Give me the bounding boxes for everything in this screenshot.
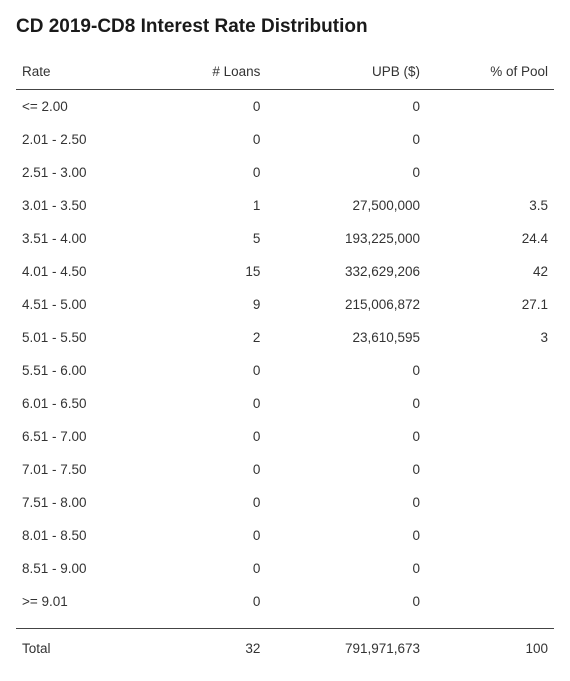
cell-pct: [426, 156, 554, 189]
cell-pct: 3.5: [426, 189, 554, 222]
cell-rate: 5.01 - 5.50: [16, 321, 156, 354]
table-row: 6.01 - 6.5000: [16, 387, 554, 420]
table-row: 7.01 - 7.5000: [16, 453, 554, 486]
cell-loans: 0: [156, 387, 266, 420]
table-row: 8.01 - 8.5000: [16, 519, 554, 552]
distribution-table: Rate # Loans UPB ($) % of Pool <= 2.0000…: [16, 56, 554, 665]
table-row: 6.51 - 7.0000: [16, 420, 554, 453]
cell-pct: [426, 123, 554, 156]
spacer-row: [16, 618, 554, 629]
cell-loans: 15: [156, 255, 266, 288]
cell-upb: 0: [266, 354, 426, 387]
cell-pct: [426, 453, 554, 486]
cell-rate: <= 2.00: [16, 90, 156, 124]
cell-pct: [426, 552, 554, 585]
cell-pct: [426, 585, 554, 618]
table-row: 7.51 - 8.0000: [16, 486, 554, 519]
table-row: <= 2.0000: [16, 90, 554, 124]
col-header-loans: # Loans: [156, 56, 266, 90]
cell-pct: [426, 387, 554, 420]
cell-upb: 23,610,595: [266, 321, 426, 354]
cell-rate: 3.01 - 3.50: [16, 189, 156, 222]
cell-pct: 27.1: [426, 288, 554, 321]
cell-loans: 5: [156, 222, 266, 255]
cell-pct: [426, 354, 554, 387]
cell-pct: 3: [426, 321, 554, 354]
cell-rate: 4.51 - 5.00: [16, 288, 156, 321]
cell-pct: [426, 420, 554, 453]
cell-rate: 8.01 - 8.50: [16, 519, 156, 552]
cell-upb: 0: [266, 387, 426, 420]
cell-rate: 2.51 - 3.00: [16, 156, 156, 189]
table-row: 4.01 - 4.5015332,629,20642: [16, 255, 554, 288]
cell-loans: 0: [156, 453, 266, 486]
cell-rate: 5.51 - 6.00: [16, 354, 156, 387]
cell-loans: 2: [156, 321, 266, 354]
cell-rate: 6.51 - 7.00: [16, 420, 156, 453]
total-upb: 791,971,673: [266, 629, 426, 666]
cell-loans: 0: [156, 486, 266, 519]
table-row: 2.51 - 3.0000: [16, 156, 554, 189]
cell-pct: [426, 519, 554, 552]
cell-loans: 0: [156, 585, 266, 618]
cell-upb: 193,225,000: [266, 222, 426, 255]
total-pct: 100: [426, 629, 554, 666]
cell-rate: 6.01 - 6.50: [16, 387, 156, 420]
table-row: 2.01 - 2.5000: [16, 123, 554, 156]
cell-upb: 0: [266, 156, 426, 189]
cell-rate: >= 9.01: [16, 585, 156, 618]
cell-upb: 0: [266, 552, 426, 585]
cell-loans: 0: [156, 354, 266, 387]
cell-upb: 215,006,872: [266, 288, 426, 321]
cell-rate: 2.01 - 2.50: [16, 123, 156, 156]
cell-upb: 0: [266, 519, 426, 552]
cell-pct: [426, 90, 554, 124]
col-header-upb: UPB ($): [266, 56, 426, 90]
cell-rate: 4.01 - 4.50: [16, 255, 156, 288]
cell-rate: 7.01 - 7.50: [16, 453, 156, 486]
cell-upb: 27,500,000: [266, 189, 426, 222]
table-row: >= 9.0100: [16, 585, 554, 618]
cell-loans: 1: [156, 189, 266, 222]
total-row: Total 32 791,971,673 100: [16, 629, 554, 666]
cell-upb: 0: [266, 420, 426, 453]
cell-upb: 0: [266, 90, 426, 124]
cell-upb: 0: [266, 453, 426, 486]
table-row: 3.51 - 4.005193,225,00024.4: [16, 222, 554, 255]
cell-loans: 0: [156, 420, 266, 453]
cell-loans: 0: [156, 519, 266, 552]
cell-loans: 0: [156, 90, 266, 124]
col-header-pct: % of Pool: [426, 56, 554, 90]
cell-rate: 3.51 - 4.00: [16, 222, 156, 255]
cell-pct: 24.4: [426, 222, 554, 255]
cell-loans: 0: [156, 156, 266, 189]
cell-pct: 42: [426, 255, 554, 288]
cell-upb: 0: [266, 486, 426, 519]
cell-rate: 8.51 - 9.00: [16, 552, 156, 585]
cell-loans: 0: [156, 552, 266, 585]
cell-upb: 0: [266, 123, 426, 156]
total-loans: 32: [156, 629, 266, 666]
cell-pct: [426, 486, 554, 519]
cell-loans: 0: [156, 123, 266, 156]
page-title: CD 2019-CD8 Interest Rate Distribution: [16, 16, 554, 38]
cell-loans: 9: [156, 288, 266, 321]
table-row: 5.01 - 5.50223,610,5953: [16, 321, 554, 354]
cell-rate: 7.51 - 8.00: [16, 486, 156, 519]
cell-upb: 332,629,206: [266, 255, 426, 288]
total-label: Total: [16, 629, 156, 666]
table-row: 3.01 - 3.50127,500,0003.5: [16, 189, 554, 222]
table-header-row: Rate # Loans UPB ($) % of Pool: [16, 56, 554, 90]
table-row: 4.51 - 5.009215,006,87227.1: [16, 288, 554, 321]
cell-upb: 0: [266, 585, 426, 618]
table-row: 5.51 - 6.0000: [16, 354, 554, 387]
table-row: 8.51 - 9.0000: [16, 552, 554, 585]
col-header-rate: Rate: [16, 56, 156, 90]
